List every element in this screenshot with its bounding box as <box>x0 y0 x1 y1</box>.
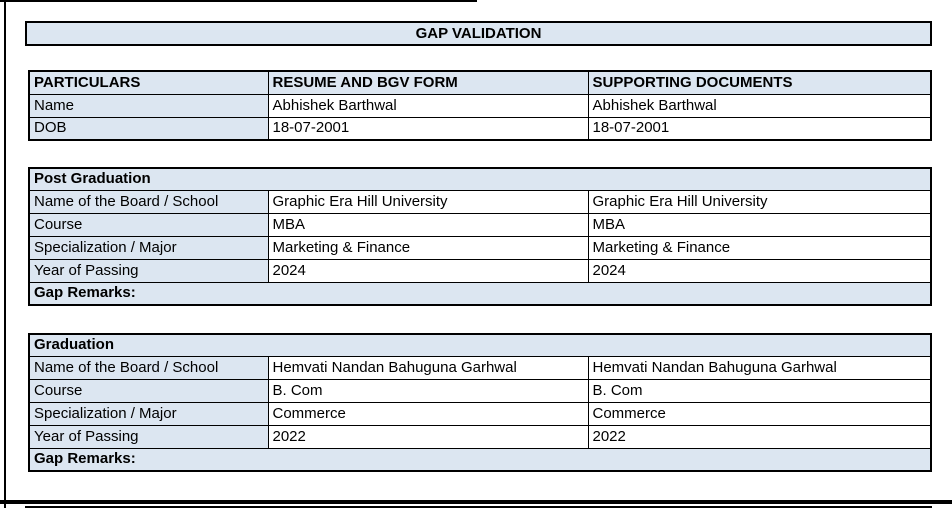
next-section-top-border <box>25 506 932 508</box>
course-supporting-cell[interactable]: MBA <box>587 213 932 237</box>
particulars-header-row: PARTICULARS RESUME AND BGV FORM SUPPORTI… <box>28 70 932 95</box>
board-school-supporting-cell[interactable]: Graphic Era Hill University <box>587 190 932 214</box>
specialization-supporting-cell[interactable]: Marketing & Finance <box>587 236 932 260</box>
table-row: Name Abhishek Barthwal Abhishek Barthwal <box>28 93 932 118</box>
name-resume-cell[interactable]: Abhishek Barthwal <box>267 93 589 118</box>
table-row: Course B. Com B. Com <box>28 379 932 403</box>
graduation-title: Graduation <box>28 333 932 357</box>
year-of-passing-label: Year of Passing <box>28 425 269 449</box>
post-graduation-section-header: Post Graduation <box>28 167 932 191</box>
post-graduation-title: Post Graduation <box>28 167 932 191</box>
specialization-resume-cell[interactable]: Marketing & Finance <box>267 236 589 260</box>
course-resume-cell[interactable]: B. Com <box>267 379 589 403</box>
year-of-passing-label: Year of Passing <box>28 259 269 283</box>
page-break-top-line <box>0 0 477 2</box>
table-row: Year of Passing 2024 2024 <box>28 259 932 283</box>
specialization-label: Specialization / Major <box>28 402 269 426</box>
board-school-label: Name of the Board / School <box>28 356 269 380</box>
gap-remarks-row[interactable]: Gap Remarks: <box>28 448 932 472</box>
year-resume-cell[interactable]: 2024 <box>267 259 589 283</box>
dob-label: DOB <box>28 116 269 141</box>
table-row: Course MBA MBA <box>28 213 932 237</box>
table-row: DOB 18-07-2001 18-07-2001 <box>28 116 932 141</box>
header-supporting-documents: SUPPORTING DOCUMENTS <box>587 70 932 95</box>
page-border-left-line <box>4 0 6 508</box>
table-row: Specialization / Major Commerce Commerce <box>28 402 932 426</box>
course-supporting-cell[interactable]: B. Com <box>587 379 932 403</box>
specialization-resume-cell[interactable]: Commerce <box>267 402 589 426</box>
header-particulars: PARTICULARS <box>28 70 269 95</box>
document-title-bar: GAP VALIDATION <box>25 21 932 46</box>
post-graduation-table: Post Graduation Name of the Board / Scho… <box>28 167 933 306</box>
dob-supporting-cell[interactable]: 18-07-2001 <box>587 116 932 141</box>
table-row: Name of the Board / School Graphic Era H… <box>28 190 932 214</box>
dob-resume-cell[interactable]: 18-07-2001 <box>267 116 589 141</box>
course-label: Course <box>28 213 269 237</box>
table-row: Name of the Board / School Hemvati Nanda… <box>28 356 932 380</box>
course-resume-cell[interactable]: MBA <box>267 213 589 237</box>
board-school-resume-cell[interactable]: Hemvati Nandan Bahuguna Garhwal <box>267 356 589 380</box>
name-supporting-cell[interactable]: Abhishek Barthwal <box>587 93 932 118</box>
gap-remarks-row[interactable]: Gap Remarks: <box>28 282 932 306</box>
board-school-resume-cell[interactable]: Graphic Era Hill University <box>267 190 589 214</box>
year-resume-cell[interactable]: 2022 <box>267 425 589 449</box>
graduation-table: Graduation Name of the Board / School He… <box>28 333 933 472</box>
year-supporting-cell[interactable]: 2022 <box>587 425 932 449</box>
table-row: Specialization / Major Marketing & Finan… <box>28 236 932 260</box>
board-school-supporting-cell[interactable]: Hemvati Nandan Bahuguna Garhwal <box>587 356 932 380</box>
gap-remarks-label[interactable]: Gap Remarks: <box>28 282 932 306</box>
particulars-table: PARTICULARS RESUME AND BGV FORM SUPPORTI… <box>28 70 932 141</box>
specialization-supporting-cell[interactable]: Commerce <box>587 402 932 426</box>
name-label: Name <box>28 93 269 118</box>
specialization-label: Specialization / Major <box>28 236 269 260</box>
year-supporting-cell[interactable]: 2024 <box>587 259 932 283</box>
table-row: Year of Passing 2022 2022 <box>28 425 932 449</box>
page-break-bottom-line <box>0 500 952 504</box>
course-label: Course <box>28 379 269 403</box>
graduation-section-header: Graduation <box>28 333 932 357</box>
board-school-label: Name of the Board / School <box>28 190 269 214</box>
header-resume-bgv-form: RESUME AND BGV FORM <box>267 70 589 95</box>
document-title: GAP VALIDATION <box>415 25 542 42</box>
gap-remarks-label[interactable]: Gap Remarks: <box>28 448 932 472</box>
